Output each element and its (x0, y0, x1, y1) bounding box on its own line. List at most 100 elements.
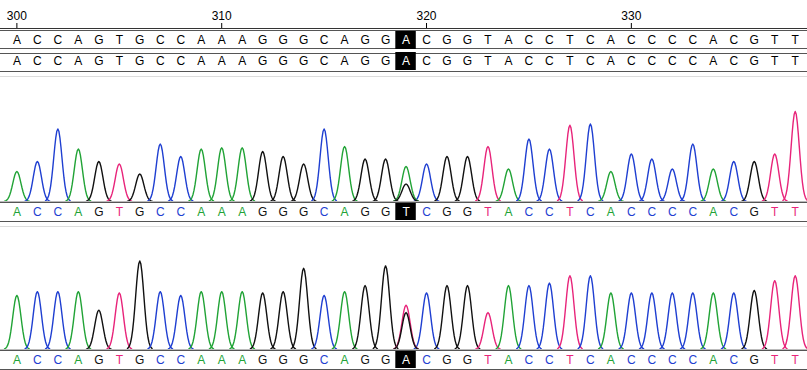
svg-text:G: G (750, 353, 759, 367)
svg-text:C: C (176, 205, 185, 219)
svg-text:T: T (566, 353, 574, 367)
svg-text:T: T (116, 353, 124, 367)
svg-text:G: G (299, 205, 308, 219)
svg-text:G: G (360, 205, 369, 219)
svg-text:G: G (135, 205, 144, 219)
svg-text:C: C (422, 353, 431, 367)
svg-text:C: C (668, 205, 677, 219)
svg-text:G: G (750, 54, 759, 68)
svg-text:A: A (341, 353, 349, 367)
svg-text:G: G (442, 205, 451, 219)
svg-text:G: G (442, 353, 451, 367)
svg-text:T: T (792, 54, 800, 68)
svg-text:C: C (729, 33, 738, 47)
svg-text:A: A (607, 54, 615, 68)
svg-text:A: A (504, 353, 512, 367)
svg-text:T: T (566, 54, 574, 68)
svg-text:C: C (33, 205, 42, 219)
svg-text:C: C (320, 54, 329, 68)
svg-text:A: A (74, 205, 82, 219)
svg-text:C: C (668, 54, 677, 68)
svg-text:G: G (94, 353, 103, 367)
svg-text:A: A (341, 54, 349, 68)
svg-text:T: T (484, 353, 492, 367)
svg-text:A: A (13, 353, 21, 367)
svg-text:T: T (792, 33, 800, 47)
svg-text:G: G (94, 54, 103, 68)
svg-text:C: C (729, 205, 738, 219)
svg-text:A: A (74, 54, 82, 68)
svg-text:T: T (484, 33, 492, 47)
svg-text:G: G (94, 33, 103, 47)
svg-text:A: A (709, 205, 717, 219)
svg-text:C: C (688, 54, 697, 68)
svg-text:C: C (422, 54, 431, 68)
svg-text:A: A (709, 54, 717, 68)
svg-text:T: T (116, 54, 124, 68)
svg-text:A: A (402, 33, 410, 47)
svg-text:C: C (729, 54, 738, 68)
svg-text:330: 330 (621, 9, 641, 23)
svg-text:C: C (586, 33, 595, 47)
svg-text:C: C (525, 54, 534, 68)
svg-text:A: A (218, 33, 226, 47)
svg-text:G: G (135, 353, 144, 367)
svg-text:A: A (13, 54, 21, 68)
svg-text:G: G (258, 205, 267, 219)
svg-text:T: T (484, 54, 492, 68)
svg-text:G: G (135, 33, 144, 47)
svg-text:A: A (341, 33, 349, 47)
svg-text:A: A (13, 33, 21, 47)
svg-text:C: C (320, 205, 329, 219)
svg-text:G: G (258, 54, 267, 68)
svg-text:G: G (463, 33, 472, 47)
svg-text:C: C (647, 205, 656, 219)
svg-text:T: T (116, 205, 124, 219)
svg-text:C: C (729, 353, 738, 367)
svg-text:C: C (33, 353, 42, 367)
svg-text:G: G (750, 205, 759, 219)
svg-text:A: A (709, 353, 717, 367)
svg-text:G: G (463, 353, 472, 367)
svg-text:A: A (238, 54, 246, 68)
svg-text:C: C (586, 353, 595, 367)
svg-text:A: A (238, 33, 246, 47)
svg-text:A: A (197, 205, 205, 219)
svg-text:C: C (545, 33, 554, 47)
svg-text:T: T (402, 205, 410, 219)
svg-text:T: T (771, 205, 779, 219)
svg-text:C: C (627, 205, 636, 219)
svg-text:A: A (504, 54, 512, 68)
svg-text:310: 310 (212, 9, 232, 23)
svg-text:G: G (463, 54, 472, 68)
svg-text:C: C (627, 353, 636, 367)
svg-text:C: C (54, 353, 63, 367)
svg-text:G: G (750, 33, 759, 47)
svg-text:C: C (627, 33, 636, 47)
svg-text:C: C (525, 205, 534, 219)
svg-text:A: A (607, 353, 615, 367)
svg-text:C: C (156, 353, 165, 367)
svg-text:C: C (688, 353, 697, 367)
svg-text:A: A (238, 353, 246, 367)
svg-text:A: A (341, 205, 349, 219)
svg-text:G: G (278, 33, 287, 47)
svg-text:C: C (422, 205, 431, 219)
svg-text:G: G (360, 353, 369, 367)
svg-text:320: 320 (417, 9, 437, 23)
svg-text:T: T (771, 54, 779, 68)
svg-text:C: C (320, 33, 329, 47)
svg-text:G: G (299, 353, 308, 367)
svg-text:G: G (258, 353, 267, 367)
svg-text:C: C (525, 353, 534, 367)
svg-text:G: G (299, 54, 308, 68)
svg-text:C: C (545, 205, 554, 219)
svg-text:A: A (13, 205, 21, 219)
svg-text:T: T (792, 205, 800, 219)
svg-text:C: C (627, 54, 636, 68)
svg-text:C: C (156, 33, 165, 47)
svg-text:T: T (792, 353, 800, 367)
svg-text:C: C (525, 33, 534, 47)
svg-text:C: C (647, 54, 656, 68)
svg-text:C: C (54, 54, 63, 68)
